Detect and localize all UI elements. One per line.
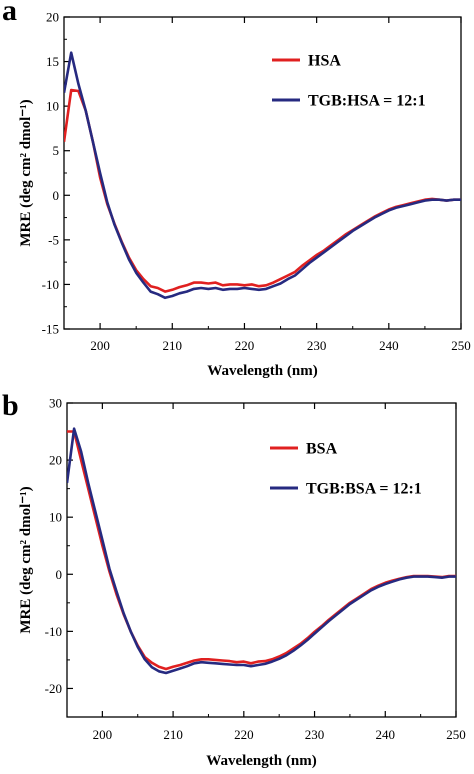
plot-frame bbox=[66, 402, 457, 718]
panel-label: a bbox=[2, 0, 17, 27]
y-tick-label: 30 bbox=[49, 396, 62, 411]
y-tick-label: 20 bbox=[49, 453, 62, 468]
y-tick-label: 0 bbox=[53, 188, 60, 203]
y-tick-label: 10 bbox=[49, 510, 62, 525]
y-tick-label: -10 bbox=[45, 624, 62, 639]
x-tick-label: 250 bbox=[451, 338, 471, 353]
y-tick-label: 20 bbox=[46, 10, 59, 25]
x-tick-label: 200 bbox=[93, 727, 113, 742]
series-line-tgb-complex bbox=[67, 427, 456, 675]
panel-label: b bbox=[2, 389, 19, 422]
legend-label: BSA bbox=[306, 441, 338, 458]
y-axis-title: MRE (deg cm² dmol⁻¹) bbox=[18, 486, 34, 633]
y-tick-label: 0 bbox=[56, 567, 63, 582]
y-axis-title: MRE (deg cm² dmol⁻¹) bbox=[18, 99, 34, 246]
y-tick-label: -15 bbox=[42, 322, 59, 337]
x-tick-label: 210 bbox=[163, 338, 183, 353]
legend-label: HSA bbox=[308, 53, 341, 70]
chart-panel-b: b 200 210 220 230 240 250 -20 -10 0 10 20 30 Waveleng… bbox=[2, 389, 466, 769]
y-tick-label: 10 bbox=[46, 99, 59, 114]
x-axis-title: Wavelength (nm) bbox=[206, 753, 316, 769]
x-tick-label: 240 bbox=[379, 338, 399, 353]
x-tick-label: 220 bbox=[235, 338, 255, 353]
x-tick-label: 240 bbox=[376, 727, 396, 742]
x-tick-label: 230 bbox=[307, 338, 327, 353]
legend-label: TGB:BSA = 12:1 bbox=[306, 481, 422, 498]
x-tick-label: 220 bbox=[234, 727, 254, 742]
x-tick-label: 200 bbox=[90, 338, 110, 353]
legend-label: TGB:HSA = 12:1 bbox=[308, 93, 426, 110]
x-tick-label: 230 bbox=[305, 727, 325, 742]
x-tick-label: 210 bbox=[163, 727, 183, 742]
chart-panel-a: a 200 210 220 230 240 250 -15 -10 -5 0 5 10 15 20 Wavel… bbox=[2, 0, 471, 379]
y-tick-label: -5 bbox=[48, 232, 59, 247]
y-tick-label: 15 bbox=[46, 54, 59, 69]
x-axis-title: Wavelength (nm) bbox=[207, 363, 317, 379]
y-tick-label: 5 bbox=[53, 143, 60, 158]
series-line-tgb-complex bbox=[64, 51, 461, 300]
y-tick-label: -10 bbox=[42, 277, 59, 292]
x-tick-label: 250 bbox=[446, 727, 466, 742]
y-tick-label: -20 bbox=[45, 681, 62, 696]
